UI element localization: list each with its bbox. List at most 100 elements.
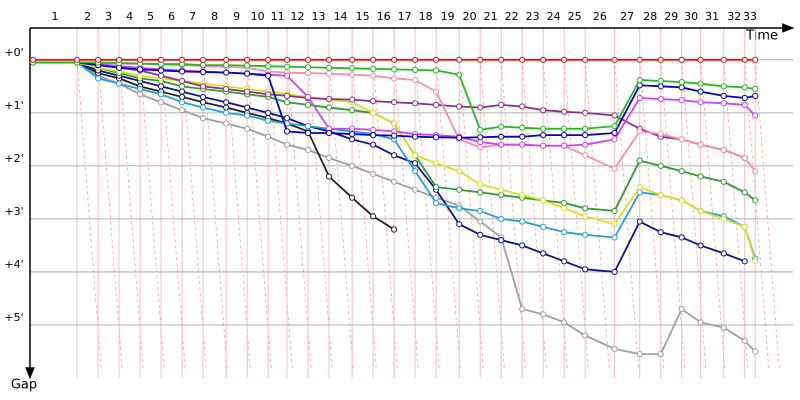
series-point <box>561 199 568 207</box>
series-point <box>325 104 333 111</box>
lap-diagonal <box>584 59 610 369</box>
series-point <box>304 93 312 101</box>
series-point <box>370 170 377 177</box>
series-point <box>561 142 568 149</box>
series-point <box>540 125 547 132</box>
lap-diagonal <box>660 59 686 369</box>
series-point <box>349 107 356 114</box>
series-point <box>678 78 685 86</box>
series-point <box>391 132 398 139</box>
series-point <box>657 351 664 358</box>
series-point <box>283 92 291 99</box>
series-point <box>432 88 440 95</box>
series-point <box>741 84 748 91</box>
lap-diagonal <box>97 59 123 369</box>
series-point <box>411 66 419 73</box>
series-point <box>244 70 251 77</box>
series-point <box>611 234 618 241</box>
series-point <box>477 207 484 215</box>
series-point <box>720 215 727 223</box>
series-point <box>697 141 704 148</box>
series-point <box>611 112 618 119</box>
series-point <box>456 168 463 175</box>
series-point <box>283 72 291 79</box>
series-point <box>265 133 272 140</box>
series-point <box>325 95 333 103</box>
series-point <box>199 115 207 122</box>
series-point <box>349 130 356 138</box>
series-point <box>283 128 291 135</box>
series-point <box>223 56 230 63</box>
series-point <box>477 218 484 225</box>
x-tick-label: 16 <box>377 10 391 23</box>
series-point <box>540 250 547 257</box>
series-point <box>244 104 251 111</box>
series-point <box>752 168 759 175</box>
series-point <box>582 132 589 139</box>
lap-diagonal <box>372 59 398 369</box>
series-point <box>611 56 618 63</box>
series-point <box>244 125 251 132</box>
series-point <box>73 56 81 63</box>
series-point <box>741 258 748 265</box>
series-point <box>411 186 419 193</box>
series-point <box>741 101 748 108</box>
series-point <box>136 91 144 98</box>
series-point <box>370 109 377 116</box>
series-point <box>136 72 144 79</box>
x-tick-label: 13 <box>312 10 326 23</box>
x-tick-label: 4 <box>126 10 133 23</box>
series-point <box>720 92 727 99</box>
series-point <box>678 305 685 313</box>
series-point <box>657 191 664 199</box>
series-point <box>304 129 312 137</box>
x-tick-label: 14 <box>334 10 348 23</box>
series-point <box>178 68 186 75</box>
series-point <box>477 104 484 111</box>
series-point <box>178 107 186 114</box>
y-tick-label: +0' <box>4 46 23 59</box>
series-point <box>697 173 704 180</box>
series-point <box>636 218 643 225</box>
series-point <box>349 125 356 132</box>
series-point <box>456 186 463 193</box>
series-point <box>370 65 377 72</box>
series-point <box>582 332 589 339</box>
series-point <box>636 183 643 191</box>
series-point <box>157 99 165 106</box>
series-point <box>611 221 618 228</box>
y-tick-label: +2' <box>4 152 23 165</box>
x-tick-label: 22 <box>505 10 519 23</box>
series-point <box>391 56 398 63</box>
series-point <box>456 56 463 63</box>
series-point <box>741 189 748 196</box>
x-axis-label: Time <box>745 29 778 44</box>
series-point <box>199 104 207 111</box>
x-tick-label: 19 <box>441 10 455 23</box>
series-point <box>244 62 251 69</box>
series-point <box>199 68 207 76</box>
x-tick-label: 15 <box>356 10 370 23</box>
series-point <box>657 95 664 103</box>
series-point <box>349 194 356 201</box>
series-point <box>720 56 727 63</box>
series-point <box>199 93 207 101</box>
series-point <box>741 154 748 162</box>
series-point <box>325 70 333 77</box>
series-point <box>678 97 685 104</box>
x-tick-label: 11 <box>271 10 285 23</box>
series-point <box>678 56 685 63</box>
lap-diagonal <box>639 59 665 369</box>
series-point <box>391 75 398 82</box>
series-point <box>582 109 589 116</box>
series-point <box>519 56 526 63</box>
series-point <box>456 205 463 212</box>
x-tick-label: 2 <box>84 10 91 23</box>
series-point <box>391 178 398 185</box>
x-tick-label: 28 <box>643 10 657 23</box>
series-point <box>136 56 144 63</box>
series-point <box>498 101 505 108</box>
series-point <box>432 67 440 74</box>
series-point <box>752 56 759 63</box>
